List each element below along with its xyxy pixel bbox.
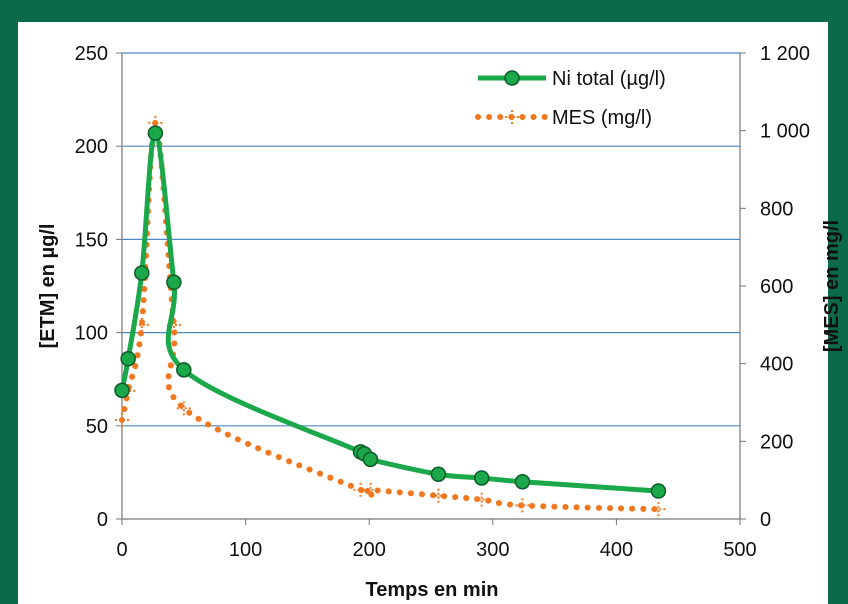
- mes-series-line: [119, 119, 662, 513]
- y-right-tick-label: 1 000: [760, 121, 810, 143]
- legend: Ni total (µg/l) MES (mg/l): [475, 68, 666, 129]
- ni-data-point: [166, 274, 182, 291]
- y-left-tick-label: 0: [97, 509, 108, 531]
- ni-data-point: [650, 483, 667, 499]
- ni-data-point: [147, 125, 164, 141]
- x-tick-label: 500: [723, 539, 756, 561]
- legend-ni-label: Ni total (µg/l): [552, 68, 666, 90]
- ni-data-point: [473, 470, 490, 486]
- grid-lines: [122, 52, 740, 427]
- ni-data-point: [514, 473, 531, 490]
- y-left-axis-title: [ETM] en µg/l: [37, 224, 59, 349]
- ni-data-point: [120, 350, 136, 367]
- y-left-tick-label: 50: [86, 416, 108, 438]
- y-left-tick-label: 200: [75, 136, 108, 158]
- y-left-tick-label: 100: [75, 323, 108, 345]
- chart-panel: [18, 22, 828, 604]
- x-tick-label: 300: [476, 539, 509, 561]
- y-left-tick-label: 250: [75, 43, 108, 65]
- y-right-axis-title: [MES] en mg/l: [821, 220, 843, 352]
- ni-data-point: [114, 382, 130, 399]
- x-tick-label: 400: [600, 539, 633, 561]
- legend-mes-label: MES (mg/l): [552, 107, 652, 129]
- ni-data-point: [176, 362, 192, 378]
- y-right-tick-label: 1 200: [760, 43, 810, 65]
- y-right-tick-label: 600: [760, 276, 793, 298]
- y-right-tick-label: 800: [760, 198, 793, 220]
- legend-ni-marker: [504, 70, 520, 86]
- ni-series-line: [119, 130, 659, 494]
- x-axis-title: Temps en min: [366, 579, 499, 601]
- x-tick-label: 200: [353, 539, 386, 561]
- y-right-tick-label: 400: [760, 354, 793, 376]
- x-tick-label: 100: [229, 539, 262, 561]
- y-left-tick-label: 150: [75, 229, 108, 251]
- y-right-tick-label: 0: [760, 509, 771, 531]
- series-layer: [114, 115, 667, 517]
- ni-data-point: [362, 451, 379, 468]
- x-tick-label: 0: [116, 539, 127, 561]
- ni-data-point: [430, 466, 447, 483]
- ni-data-point: [134, 265, 150, 281]
- axes: [116, 52, 746, 525]
- y-right-tick-label: 200: [760, 431, 793, 453]
